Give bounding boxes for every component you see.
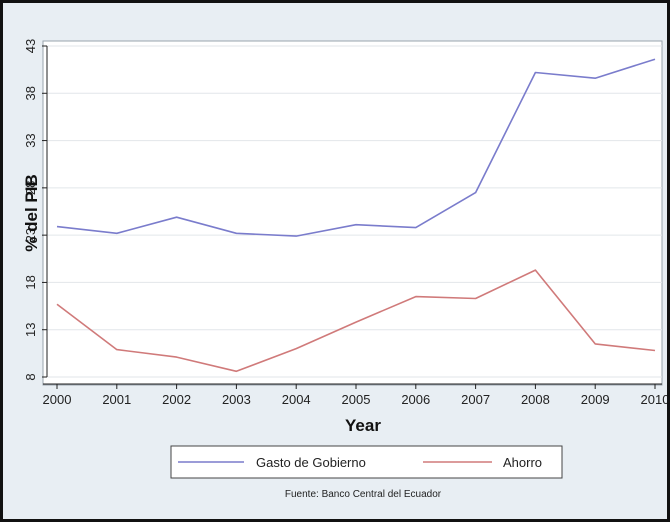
series-line-gasto [56, 58, 656, 237]
x-axis-title: Year [345, 416, 381, 435]
y-tick-label: 13 [23, 322, 38, 336]
x-tick-label: 2007 [461, 392, 490, 407]
x-tick-label: 2002 [162, 392, 191, 407]
line-chart: 8 13 18 23 28 33 38 43 2000 2001 2002 2003 2004 2005… [22, 39, 667, 500]
gridlines [47, 45, 662, 378]
y-tick-label: 33 [23, 133, 38, 147]
x-tick-label: 2010 [641, 392, 667, 407]
x-axis: 2000 2001 2002 2003 2004 2005 2006 2007 2008 2009… [43, 383, 667, 407]
y-tick-label: 23 [23, 228, 38, 242]
y-tick-label: 43 [23, 39, 38, 53]
series-lines [56, 58, 656, 373]
x-tick-label: 2008 [521, 392, 550, 407]
y-axis: 8 13 18 23 28 33 38 43 [23, 39, 48, 381]
x-tick-label: 2000 [43, 392, 72, 407]
y-tick-label: 28 [23, 181, 38, 195]
x-tick-label: 2009 [581, 392, 610, 407]
x-tick-label: 2001 [102, 392, 131, 407]
legend-label-gasto: Gasto de Gobierno [256, 455, 366, 470]
plot-area [42, 40, 663, 386]
legend-label-ahorro: Ahorro [503, 455, 542, 470]
x-tick-label: 2004 [282, 392, 311, 407]
y-tick-label: 18 [23, 275, 38, 289]
series-line-ahorro [56, 269, 656, 373]
source-note: Fuente: Banco Central del Ecuador [285, 489, 442, 500]
x-tick-label: 2006 [401, 392, 430, 407]
y-tick-label: 38 [23, 86, 38, 100]
x-tick-label: 2003 [222, 392, 251, 407]
y-axis-title: % del PIB [22, 174, 41, 251]
y-tick-label: 8 [23, 373, 38, 380]
x-tick-label: 2005 [342, 392, 371, 407]
